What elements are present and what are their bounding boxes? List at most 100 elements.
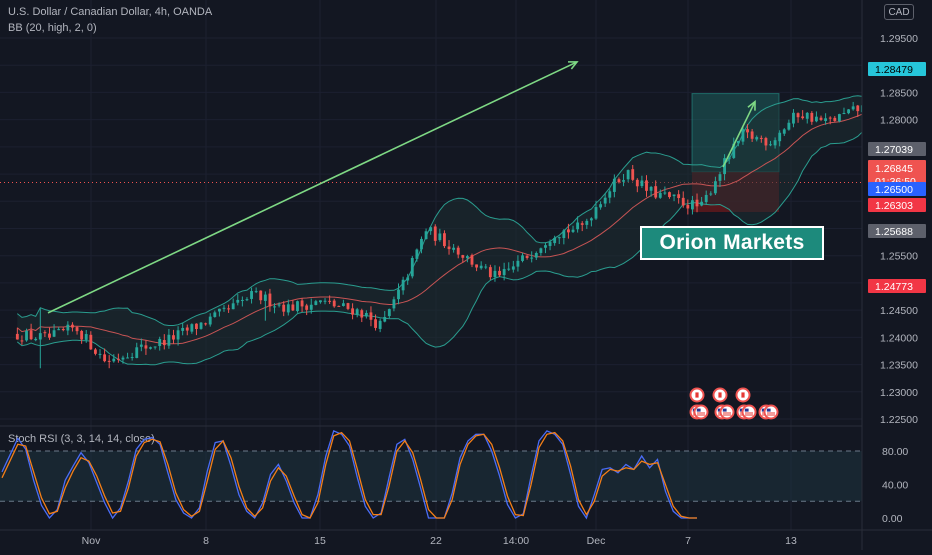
candle-body: [61, 328, 65, 331]
candle-body: [516, 260, 520, 267]
basis-line: [16, 99, 932, 345]
us-flag-icon[interactable]: [763, 404, 779, 420]
candle-body: [801, 116, 805, 119]
candle-body: [700, 201, 704, 206]
candle-body: [525, 255, 529, 258]
us-flag-icon[interactable]: [741, 404, 757, 420]
candle-body: [470, 255, 474, 265]
candle-body: [139, 344, 143, 347]
us-flag-icon[interactable]: [693, 404, 709, 420]
candle-body: [544, 245, 547, 248]
candle-body: [608, 191, 612, 198]
event-markers[interactable]: [689, 387, 779, 420]
candle-body: [52, 330, 56, 337]
candle-body: [415, 249, 419, 259]
candle-body: [842, 113, 846, 115]
candle-body: [15, 333, 19, 340]
candle-body: [314, 301, 318, 305]
candle-body: [686, 204, 690, 209]
watermark: Orion Markets: [640, 226, 824, 260]
candle-body: [612, 178, 616, 192]
price-tick-label: 1.25500: [880, 251, 918, 263]
price-tag: 1.28479: [868, 62, 926, 76]
maple-mark: [718, 392, 722, 398]
canada-flag-icon[interactable]: [712, 387, 728, 403]
candle-body: [112, 358, 116, 362]
flag-face: [765, 406, 777, 418]
candle-body: [727, 158, 731, 160]
candle-body: [856, 105, 860, 112]
candle-body: [580, 223, 584, 225]
candle-body: [204, 323, 208, 325]
candle-body: [837, 114, 841, 122]
time-tick-label: 13: [785, 535, 797, 547]
candle-body: [553, 237, 557, 244]
stoch-rsi-pane: Stoch RSI (3, 3, 14, 14, close): [0, 425, 932, 520]
candle-body: [443, 233, 446, 247]
candle-body: [153, 346, 157, 348]
time-tick-label: 22: [430, 535, 442, 547]
candle-body: [181, 327, 185, 331]
candle-body: [29, 330, 33, 340]
drawings[interactable]: [47, 61, 756, 314]
candle-body: [337, 305, 341, 307]
candle-body: [438, 233, 442, 241]
candle-body: [84, 334, 88, 340]
candle-body: [718, 174, 722, 181]
candle-body: [263, 294, 267, 301]
osc-tick-label: 0.00: [882, 513, 903, 525]
candle-body: [300, 300, 304, 307]
candle-body: [162, 340, 166, 346]
target-arrowhead: [747, 100, 756, 111]
candle-body: [452, 247, 456, 250]
price-tags: 1.284791.270391.2684501:36:501.265001.26…: [868, 62, 926, 293]
price-tag-box: [868, 279, 926, 293]
candle-body: [805, 112, 809, 119]
candle-body: [562, 230, 566, 238]
candle-body: [759, 137, 763, 139]
candle-body: [364, 312, 368, 317]
currency-button[interactable]: CAD: [884, 4, 914, 20]
candle-body: [640, 180, 644, 187]
candle-body: [704, 194, 708, 203]
candle-body: [548, 242, 552, 247]
candle-body: [815, 116, 818, 122]
candle-body: [741, 129, 745, 142]
stars-mark: [722, 408, 727, 412]
stars-mark: [761, 408, 766, 412]
candle-body: [323, 300, 327, 302]
candle-body: [217, 308, 221, 312]
candle-body: [603, 197, 607, 204]
candle-body: [360, 310, 364, 318]
candle-body: [828, 117, 832, 119]
candle-body: [406, 277, 410, 281]
price-tag-box: [868, 182, 926, 196]
candle-body: [273, 306, 276, 308]
candle-body: [351, 308, 355, 315]
canada-flag-icon[interactable]: [735, 387, 751, 403]
canada-flag-icon[interactable]: [689, 387, 705, 403]
price-tag-label: 1.26303: [875, 200, 913, 212]
candle-body: [144, 345, 148, 349]
price-tag: 1.26303: [868, 198, 926, 212]
candle-body: [787, 122, 791, 130]
bb-legend: BB (20, high, 2, 0): [8, 22, 97, 34]
candle-body: [782, 129, 786, 134]
candle-body: [847, 109, 850, 114]
price-tag-label: 1.26845: [875, 163, 913, 175]
us-flag-icon[interactable]: [719, 404, 735, 420]
price-tag: 1.27039: [868, 142, 926, 156]
candle-body: [208, 316, 212, 325]
candle-body: [48, 333, 51, 338]
price-tag-box: [868, 224, 926, 238]
candle-body: [231, 303, 235, 310]
candle-body: [43, 332, 47, 334]
candle-body: [116, 358, 120, 360]
price-tick-label: 1.23000: [880, 387, 918, 399]
candle-body: [305, 305, 309, 310]
candle-body: [622, 180, 625, 182]
candle-body: [66, 324, 70, 331]
bollinger-bands: [16, 85, 932, 366]
